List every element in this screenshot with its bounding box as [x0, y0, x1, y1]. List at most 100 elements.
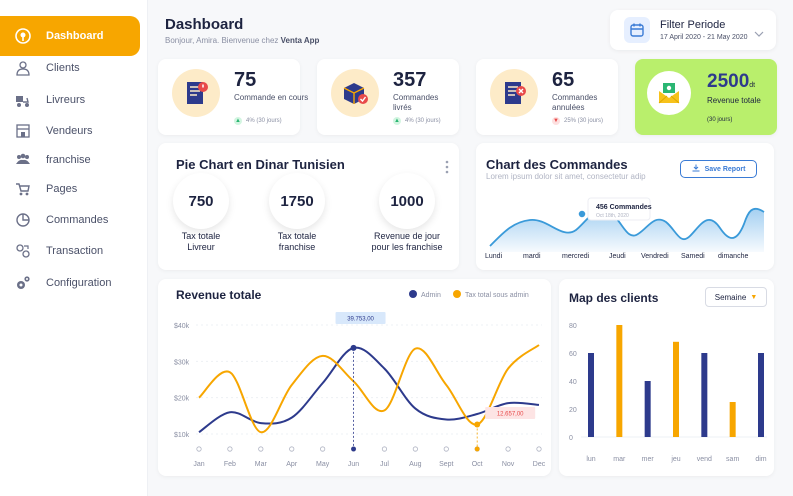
revenue-label: Revenue totale [707, 96, 761, 105]
commandes-tooltip [587, 197, 651, 221]
more-options-icon[interactable] [444, 160, 450, 174]
stat-value: 357 [393, 69, 427, 91]
page-title: Dashboard [165, 16, 244, 33]
day-label: Lundi [485, 253, 503, 260]
x-tick-label: Apr [286, 461, 298, 468]
x-tick-dot [289, 446, 295, 452]
commandes-area-chart: 456 Commandes Oct 18th, 2020 [489, 197, 765, 252]
sidebar-item-livreurs[interactable]: Livreurs [0, 80, 140, 120]
annotation-label: 39.753,00 [347, 317, 374, 323]
stat-change: ▼ 25% (30 jours) [552, 117, 603, 125]
x-tick-label: lun [586, 456, 595, 463]
sidebar-item-dashboard[interactable]: Dashboard [0, 16, 140, 56]
sidebar-item-commandes[interactable]: Commandes [0, 200, 140, 240]
y-tick-label: 80 [569, 323, 577, 330]
filter-dates: 17 April 2020 - 21 May 2020 [660, 34, 748, 41]
x-tick-dot [196, 446, 202, 452]
commandes-highlight-point [577, 209, 587, 219]
y-tick-label: $30k [174, 359, 190, 366]
caret-down-icon: ▼ [750, 293, 758, 301]
y-tick-label: 40 [569, 379, 577, 386]
pie-icon [14, 211, 32, 229]
sidebar-item-franchise[interactable]: franchise [0, 140, 140, 180]
calendar-icon [624, 17, 650, 43]
day-label: Samedi [681, 253, 705, 260]
series-line-admin [198, 346, 540, 434]
day-label: dimanche [718, 253, 749, 260]
page-subtitle: Bonjour, Amira. Bienvenue chez Venta App [165, 36, 319, 45]
x-tick-label: mer [642, 456, 655, 463]
pie-value-revenue-jour: 1000 [379, 173, 435, 229]
day-label: Vendredi [641, 253, 669, 260]
greeting-text: Bonjour, Amira. Bienvenue chez [165, 36, 281, 45]
series-line-tax [198, 344, 540, 434]
bar-vend [701, 353, 708, 437]
bar-lun [588, 353, 594, 437]
semaine-dropdown[interactable]: Semaine ▼ [705, 287, 767, 307]
day-label: mardi [523, 253, 541, 260]
sidebar-item-label: Pages [46, 183, 78, 195]
x-tick-label: May [316, 461, 330, 468]
bar-mer [644, 381, 651, 437]
bar-mar [616, 325, 623, 437]
y-tick-label: $10k [174, 432, 190, 439]
x-tick-label: Nov [502, 461, 515, 468]
pie-label-line: Revenue de jour [373, 231, 441, 241]
x-tick-label: Jun [348, 461, 359, 468]
annotation-box [485, 407, 536, 419]
y-tick-label: 60 [569, 351, 577, 358]
commandes-chart-subtitle: Lorem ipsum dolor sit amet, consectetur … [486, 172, 646, 181]
day-label: mercredi [562, 253, 590, 260]
sidebar-item-label: Vendeurs [46, 125, 93, 137]
pie-label-franchise: Tax totale franchise [257, 231, 337, 253]
sidebar-item-configuration[interactable]: Configuration [0, 263, 140, 303]
commandes-line [489, 207, 765, 247]
stat-change-text: 4% (30 jours) [246, 118, 282, 124]
revenue-amount: 2500 [707, 71, 750, 92]
x-tick-dot [258, 446, 264, 452]
chevron-down-icon [754, 25, 764, 43]
pie-label-livreur: Tax totale Livreur [161, 231, 241, 253]
sidebar-item-label: Commandes [46, 214, 109, 226]
map-pin-icon [14, 27, 32, 45]
sidebar-item-transaction[interactable]: Transaction [0, 231, 140, 271]
y-tick-label: 0 [569, 435, 573, 442]
sidebar-item-vendeurs[interactable]: Vendeurs [0, 111, 140, 151]
stat-label: Commande en cours [234, 93, 309, 102]
save-report-button[interactable]: Save Report [680, 160, 757, 178]
stat-value: 75 [234, 69, 257, 91]
y-tick-label: $40k [174, 323, 190, 330]
transaction-icon [14, 242, 32, 260]
x-tick-label: Feb [224, 461, 236, 468]
pie-value-livreur: 750 [173, 173, 229, 229]
x-tick-label: Dec [533, 461, 546, 468]
x-tick-label: vend [697, 456, 712, 463]
y-tick-label: $20k [174, 396, 190, 403]
user-icon [14, 59, 32, 77]
x-tick-label: Aug [409, 461, 422, 468]
annotation-box [335, 312, 386, 324]
pie-label-line: franchise [278, 242, 316, 252]
stat-change: ▲ 4% (30 jours) [234, 117, 282, 125]
pie-label-line: Tax totale [181, 231, 221, 241]
revenue-unit: dt [749, 82, 756, 89]
x-tick-label: Mar [255, 461, 268, 468]
day-label: Jeudi [609, 253, 626, 260]
pie-label-line: Tax totale [277, 231, 317, 241]
store-icon [14, 122, 32, 140]
filter-periode-dropdown[interactable]: Filter Periode 17 April 2020 - 21 May 20… [610, 10, 776, 50]
pie-label-line: Livreur [187, 242, 215, 252]
x-tick-label: sam [726, 456, 739, 463]
commandes-x-axis: Lundi mardi mercredi Jeudi Vendredi Same… [476, 253, 774, 265]
legend-label: Tax total sous admin [465, 292, 529, 299]
x-tick-dot [320, 446, 326, 452]
sidebar-item-label: Clients [46, 62, 80, 74]
stat-label: Commandes annulées [552, 93, 598, 112]
x-tick-label: Sept [439, 461, 453, 468]
sidebar-item-pages[interactable]: Pages [0, 169, 140, 209]
sidebar-item-clients[interactable]: Clients [0, 48, 140, 88]
clients-bar-chart: Map des clients 80 60 40 20 0 lun mar mer jeu vend… [569, 291, 767, 463]
x-tick-dot [443, 446, 449, 452]
annotation-axis-dot [351, 446, 356, 452]
tooltip-value: 456 Commandes [596, 204, 652, 211]
